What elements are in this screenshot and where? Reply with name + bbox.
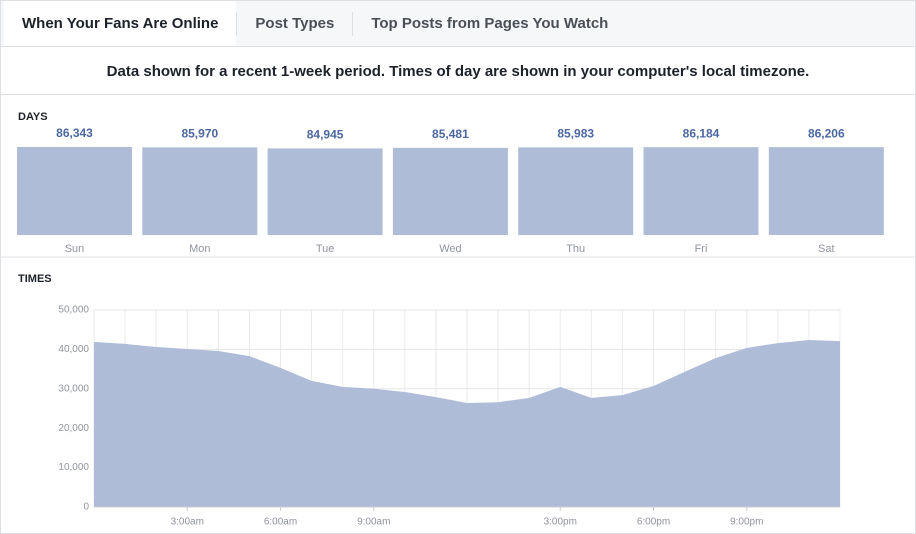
- y-tick-label: 10,000: [58, 462, 89, 473]
- x-tick-label: Wed: [439, 243, 461, 255]
- tab[interactable]: When Your Fans Are Online: [4, 1, 237, 46]
- y-tick-label: 20,000: [58, 423, 89, 434]
- data-label: 84,945: [307, 128, 344, 142]
- x-tick-label: 9:00pm: [730, 517, 763, 528]
- y-tick-label: 40,000: [58, 344, 89, 355]
- y-tick-label: 0: [83, 502, 89, 513]
- bar: [643, 147, 759, 235]
- data-label: 85,983: [557, 127, 594, 141]
- area: [94, 339, 840, 507]
- bar: [518, 147, 634, 235]
- x-tick-label: 3:00pm: [544, 517, 577, 528]
- x-tick-label: 6:00am: [264, 517, 297, 528]
- x-tick-label: Sat: [818, 243, 835, 255]
- data-label: 85,970: [181, 127, 218, 141]
- x-tick-label: 3:00am: [171, 517, 204, 528]
- bar: [17, 147, 132, 235]
- x-tick-label: Tue: [316, 243, 335, 255]
- y-tick-label: 30,000: [58, 383, 89, 394]
- data-label: 86,184: [683, 126, 720, 140]
- x-tick-label: Fri: [695, 243, 708, 255]
- tab[interactable]: Top Posts from Pages You Watch: [352, 11, 626, 36]
- x-tick-label: 9:00am: [357, 517, 390, 528]
- tab[interactable]: Post Types: [236, 11, 352, 36]
- data-label: 85,481: [432, 127, 469, 141]
- y-tick-label: 50,000: [58, 305, 89, 316]
- note: Data shown for a recent 1-week period. T…: [1, 47, 915, 95]
- x-tick-label: Sun: [65, 243, 85, 255]
- bar: [392, 147, 508, 235]
- data-label: 86,206: [808, 126, 845, 140]
- x-tick-label: Thu: [566, 243, 585, 255]
- chart-title: DAYS: [18, 111, 48, 123]
- bar: [768, 147, 884, 235]
- bar: [142, 147, 258, 235]
- x-tick-label: 6:00pm: [637, 517, 670, 528]
- chart-title: TIMES: [18, 273, 52, 285]
- bar: [267, 148, 383, 235]
- tab-bar: When Your Fans Are Online Post Types Top…: [1, 1, 915, 47]
- x-tick-label: Mon: [189, 243, 210, 255]
- data-label: 86,343: [56, 126, 93, 140]
